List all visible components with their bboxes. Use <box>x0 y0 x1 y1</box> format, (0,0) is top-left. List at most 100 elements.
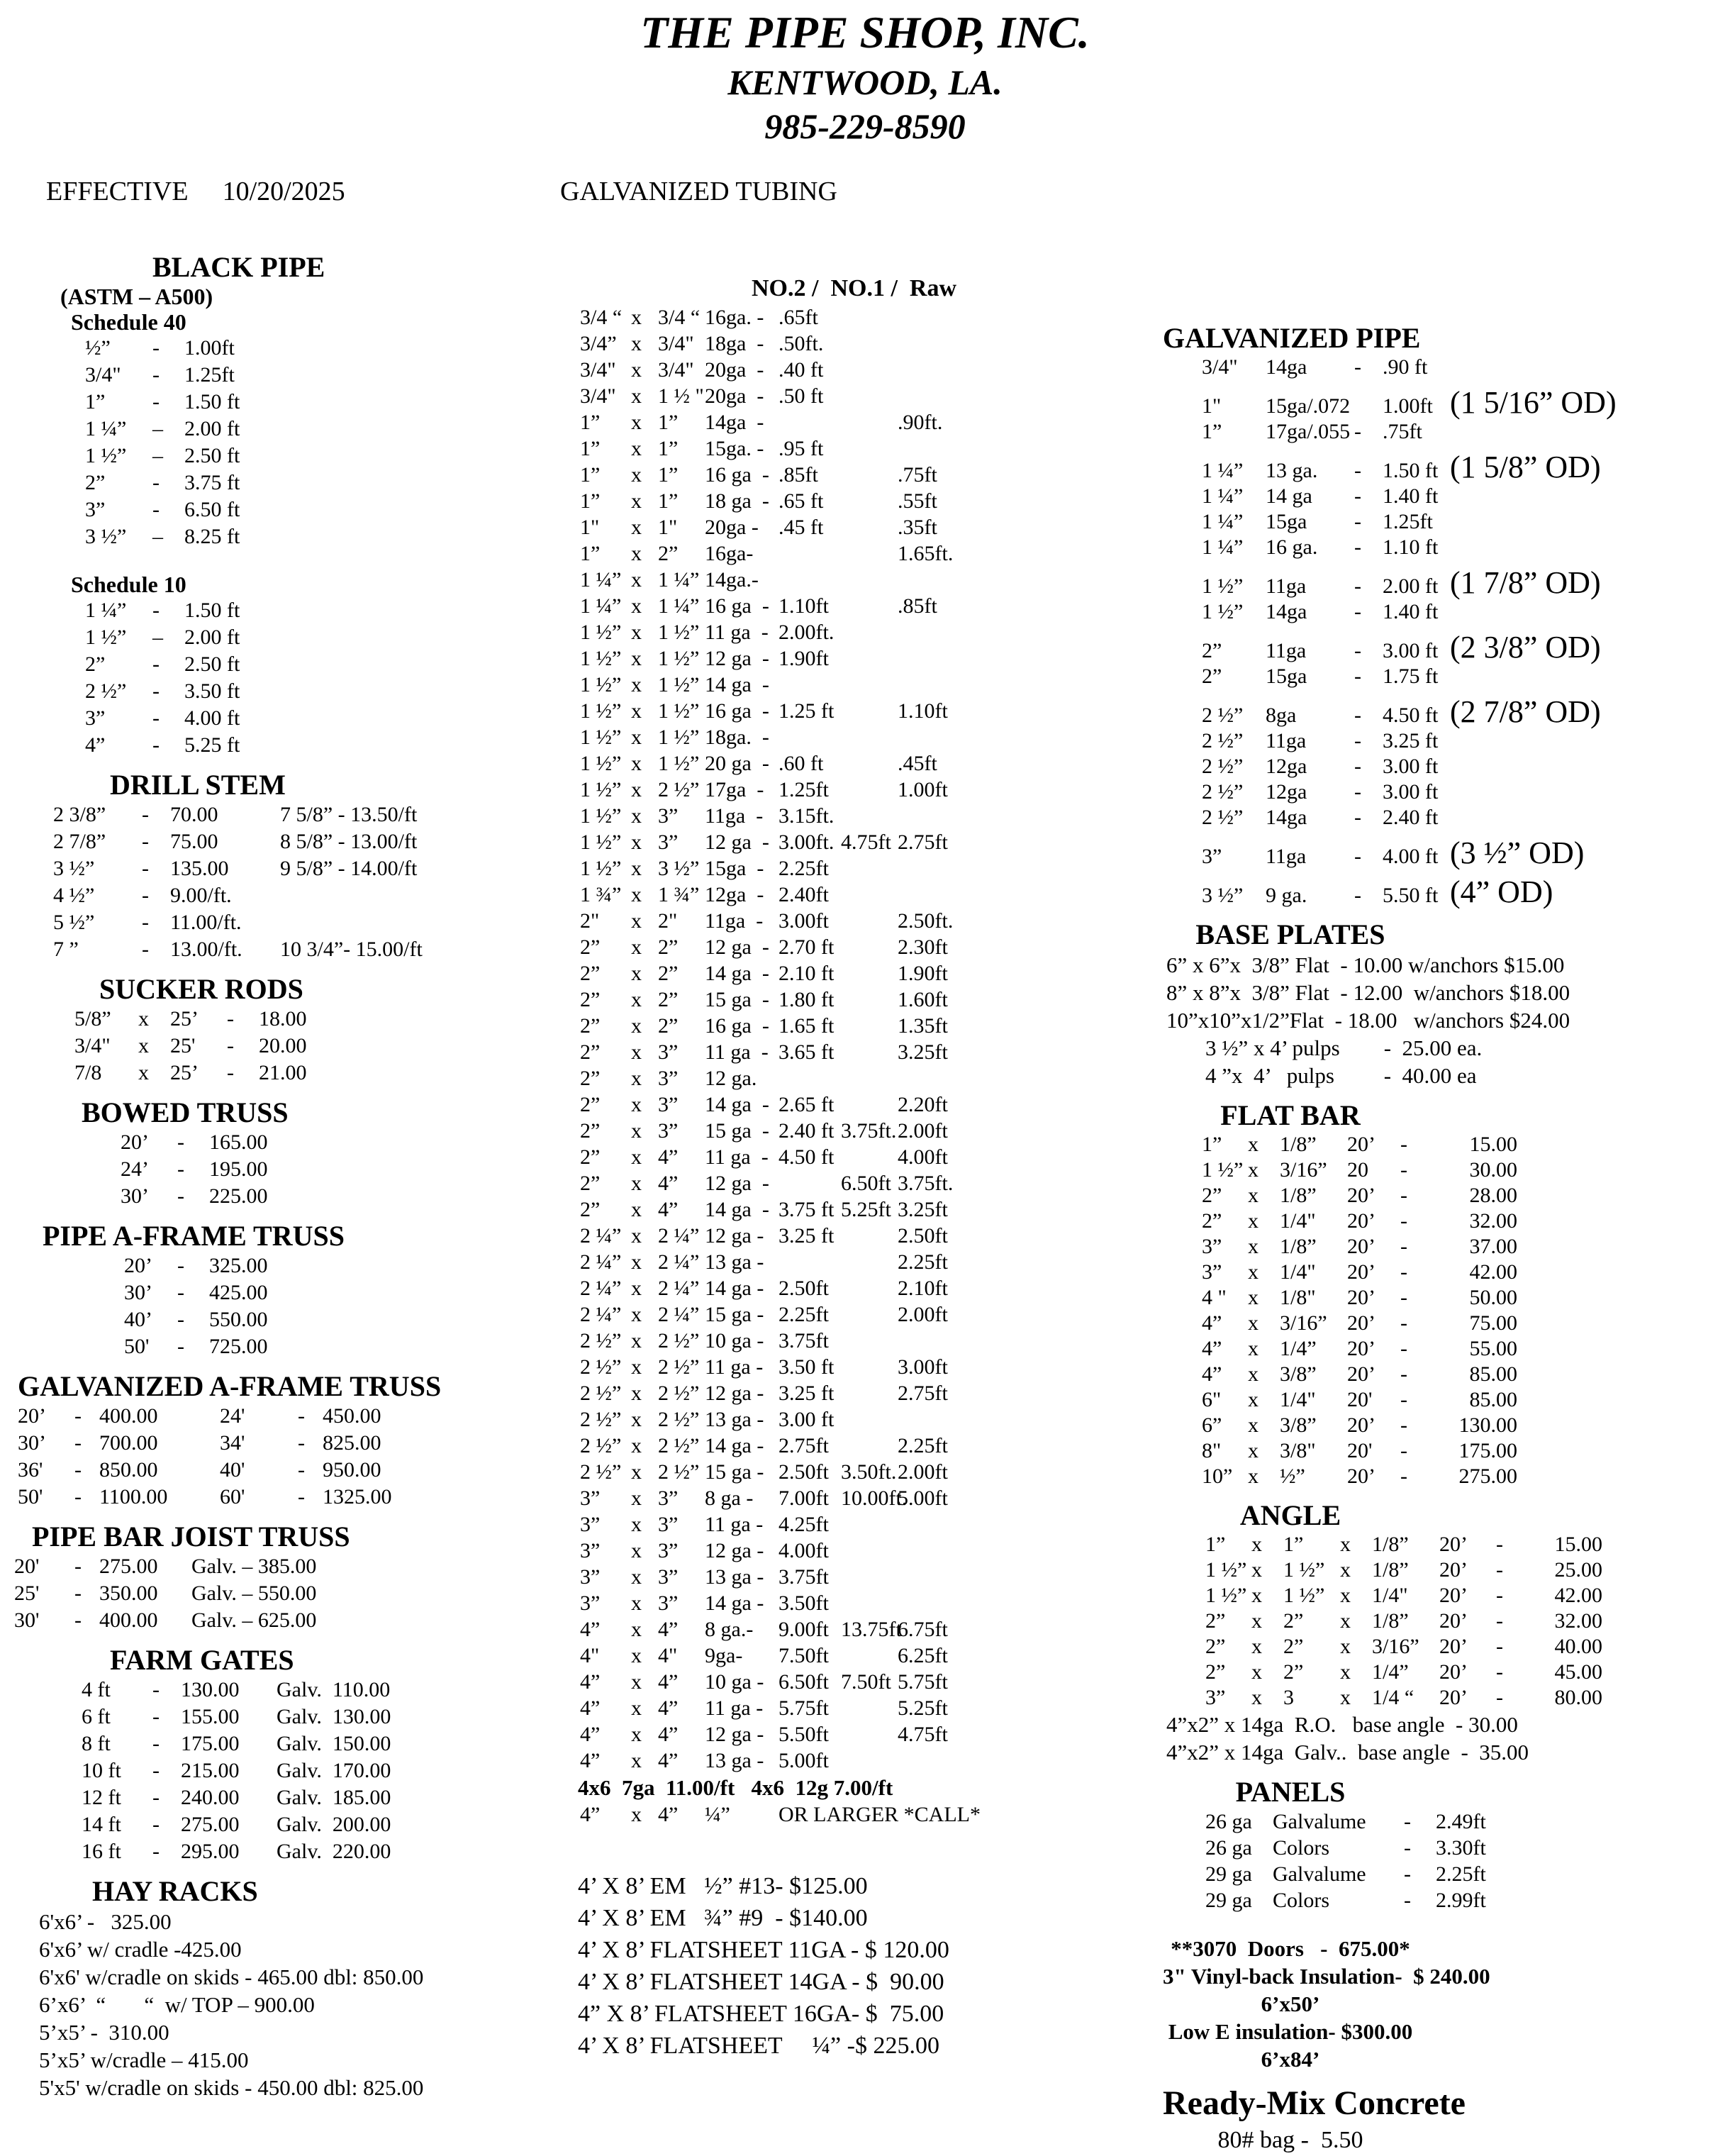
middle-column: NO.2 / NO.1 / Raw 3/4 “x 3/4 “16ga. - .65ft… <box>574 273 1000 2062</box>
cell: 20’ <box>1439 1660 1468 1684</box>
cell: 4” <box>658 1198 679 1221</box>
cell: x <box>631 463 642 487</box>
table-row: 1 ½” x 1 ½” 11 ga -2.00ft. <box>580 619 1000 645</box>
table-row: 3” x 1/4" 20’ - 42.00 <box>1202 1260 1631 1285</box>
cell: 1.40 ft <box>1383 600 1439 623</box>
heading-farm-gates: FARM GATES <box>110 1644 294 1676</box>
cell: 1 ¼” <box>85 417 127 440</box>
cell: 3” <box>658 1093 679 1116</box>
cell: 3 ½” <box>53 857 95 880</box>
heading-galvanized-pipe: GALVANIZED PIPE <box>1163 322 1421 354</box>
table-row: 1” - 1.50 ft <box>85 389 525 416</box>
cell: 20’ <box>121 1130 149 1154</box>
cell: 4” <box>85 733 106 757</box>
price-line: 4’ X 8’ FLATSHEET 11GA - $ 120.00 <box>578 1937 949 1963</box>
cell: x <box>1251 1558 1262 1582</box>
price-line: 6’x50’ <box>1261 1991 1320 2016</box>
cell: - <box>1400 1235 1407 1258</box>
price-line: 6” x 6”x 3/8” Flat - 10.00 w/anchors $15… <box>1166 952 1565 977</box>
cell: 3/4" <box>580 384 616 408</box>
cell: (1 5/8” OD) <box>1450 450 1601 484</box>
cell: 20’ <box>1347 1311 1375 1335</box>
cell: 2 ½” <box>658 1329 700 1352</box>
cell: 13 ga - <box>705 1749 764 1772</box>
cell: - <box>74 1431 82 1455</box>
cell: x <box>631 358 642 382</box>
cell: 3.00 ft <box>1383 639 1439 662</box>
cell: 85.00 <box>1469 1388 1518 1411</box>
cell: .35ft <box>898 516 937 539</box>
table-row: 1 ½” x 1 ½” x 1/4" 20’ -42.00 <box>1205 1583 1631 1608</box>
cell: 3.00ft. <box>778 830 835 854</box>
cell: 1 ½” <box>85 626 127 649</box>
cell: 15ga. - <box>705 437 764 460</box>
cell: 34' <box>220 1431 245 1455</box>
price-line: 4’ X 8’ EM ½” #13- $125.00 <box>578 1873 868 1899</box>
cell: 3” <box>85 706 106 730</box>
cell: x <box>631 752 642 775</box>
cell: 1.90ft <box>898 962 948 985</box>
heading-pipe-bar-joist-truss: PIPE BAR JOIST TRUSS <box>32 1521 350 1552</box>
cell: 3/4" <box>85 363 121 387</box>
cell: 3/4" <box>74 1034 111 1057</box>
cell: x <box>631 647 642 670</box>
price-line: 6’x84’ <box>1261 2047 1320 2072</box>
table-row: 2” x 4” 14 ga - 3.75 ft 5.25ft 3.25ft <box>580 1196 1000 1223</box>
cell: 3” <box>85 498 106 521</box>
heading-panels: PANELS <box>1235 1776 1346 1808</box>
cell: 4.50 ft <box>778 1145 835 1169</box>
table-row: 2” x 2” x 1/8” 20’ - 32.00 <box>1205 1608 1631 1634</box>
cell: x <box>631 883 642 906</box>
cell: x <box>1340 1558 1351 1582</box>
cell: 1/4” <box>1372 1660 1409 1684</box>
cell: 20’ <box>1347 1413 1375 1437</box>
cell: x <box>1248 1337 1259 1360</box>
table-row: 50' -1100.00 60' -1325.00 <box>18 1484 525 1511</box>
cell: 12 ga - <box>705 1539 764 1562</box>
cell: 9.00/ft. <box>170 884 232 907</box>
price-line: 5'x5' w/cradle on skids - 450.00 dbl: 82… <box>39 2075 424 2100</box>
cell: 4” <box>1202 1362 1222 1386</box>
price-line: 4”x2” x 14ga R.O. base angle - 30.00 <box>1166 1712 1518 1737</box>
cell: 1/8” <box>1372 1558 1409 1582</box>
cell: - <box>1400 1413 1407 1437</box>
cell: x <box>631 1250 642 1274</box>
table-row: 3/4" x 3/4" 20ga - .40 ft <box>580 357 1000 383</box>
cell: 2 ¼” <box>658 1277 700 1300</box>
cell: 725.00 <box>209 1335 268 1358</box>
cell: 1 ¾” <box>658 883 700 906</box>
cell: x <box>1251 1533 1262 1556</box>
cell: 30' <box>14 1608 40 1632</box>
cell: 3/8” <box>1280 1413 1317 1437</box>
cell: 3.50ft <box>778 1591 829 1615</box>
cell: 15ga <box>1266 510 1307 533</box>
cell: x <box>631 988 642 1011</box>
cell: - <box>152 1759 160 1782</box>
cell: 1” <box>1205 1533 1226 1556</box>
cell: 4” <box>658 1803 679 1826</box>
cell: 3” <box>658 804 679 828</box>
table-row: 2” x 3” 12 ga. <box>580 1065 1000 1091</box>
table-row: 4” -5.25 ft <box>85 732 525 759</box>
cell: 2 3/8” <box>53 803 106 826</box>
table-row: 10” x ½” 20’ - 275.00 <box>1202 1464 1631 1489</box>
cell: - <box>1354 535 1361 559</box>
cell: - <box>1354 355 1361 379</box>
cell: 3” <box>658 1539 679 1562</box>
cell: 50' <box>124 1335 150 1358</box>
cell: 1” <box>580 437 601 460</box>
cell: 3” <box>580 1539 601 1562</box>
cell: 20’ <box>1439 1533 1468 1556</box>
cell: 2” <box>580 1040 601 1064</box>
table-row: 1 ¼” - 1.50 ft <box>85 597 525 624</box>
table-row: 1 ½” 14ga -1.40 ft <box>1202 599 1631 625</box>
cell: - <box>152 1786 160 1809</box>
cell: 2 ½” <box>658 1408 700 1431</box>
cell: 11 ga - <box>705 1145 769 1169</box>
cell: - <box>1400 1286 1407 1309</box>
cell: 1/4" <box>1280 1388 1316 1411</box>
cell: 75.00 <box>170 830 218 853</box>
cell: Galvalume <box>1273 1810 1366 1833</box>
cell: 13.75ft <box>841 1618 902 1641</box>
cell: x <box>631 1067 642 1090</box>
